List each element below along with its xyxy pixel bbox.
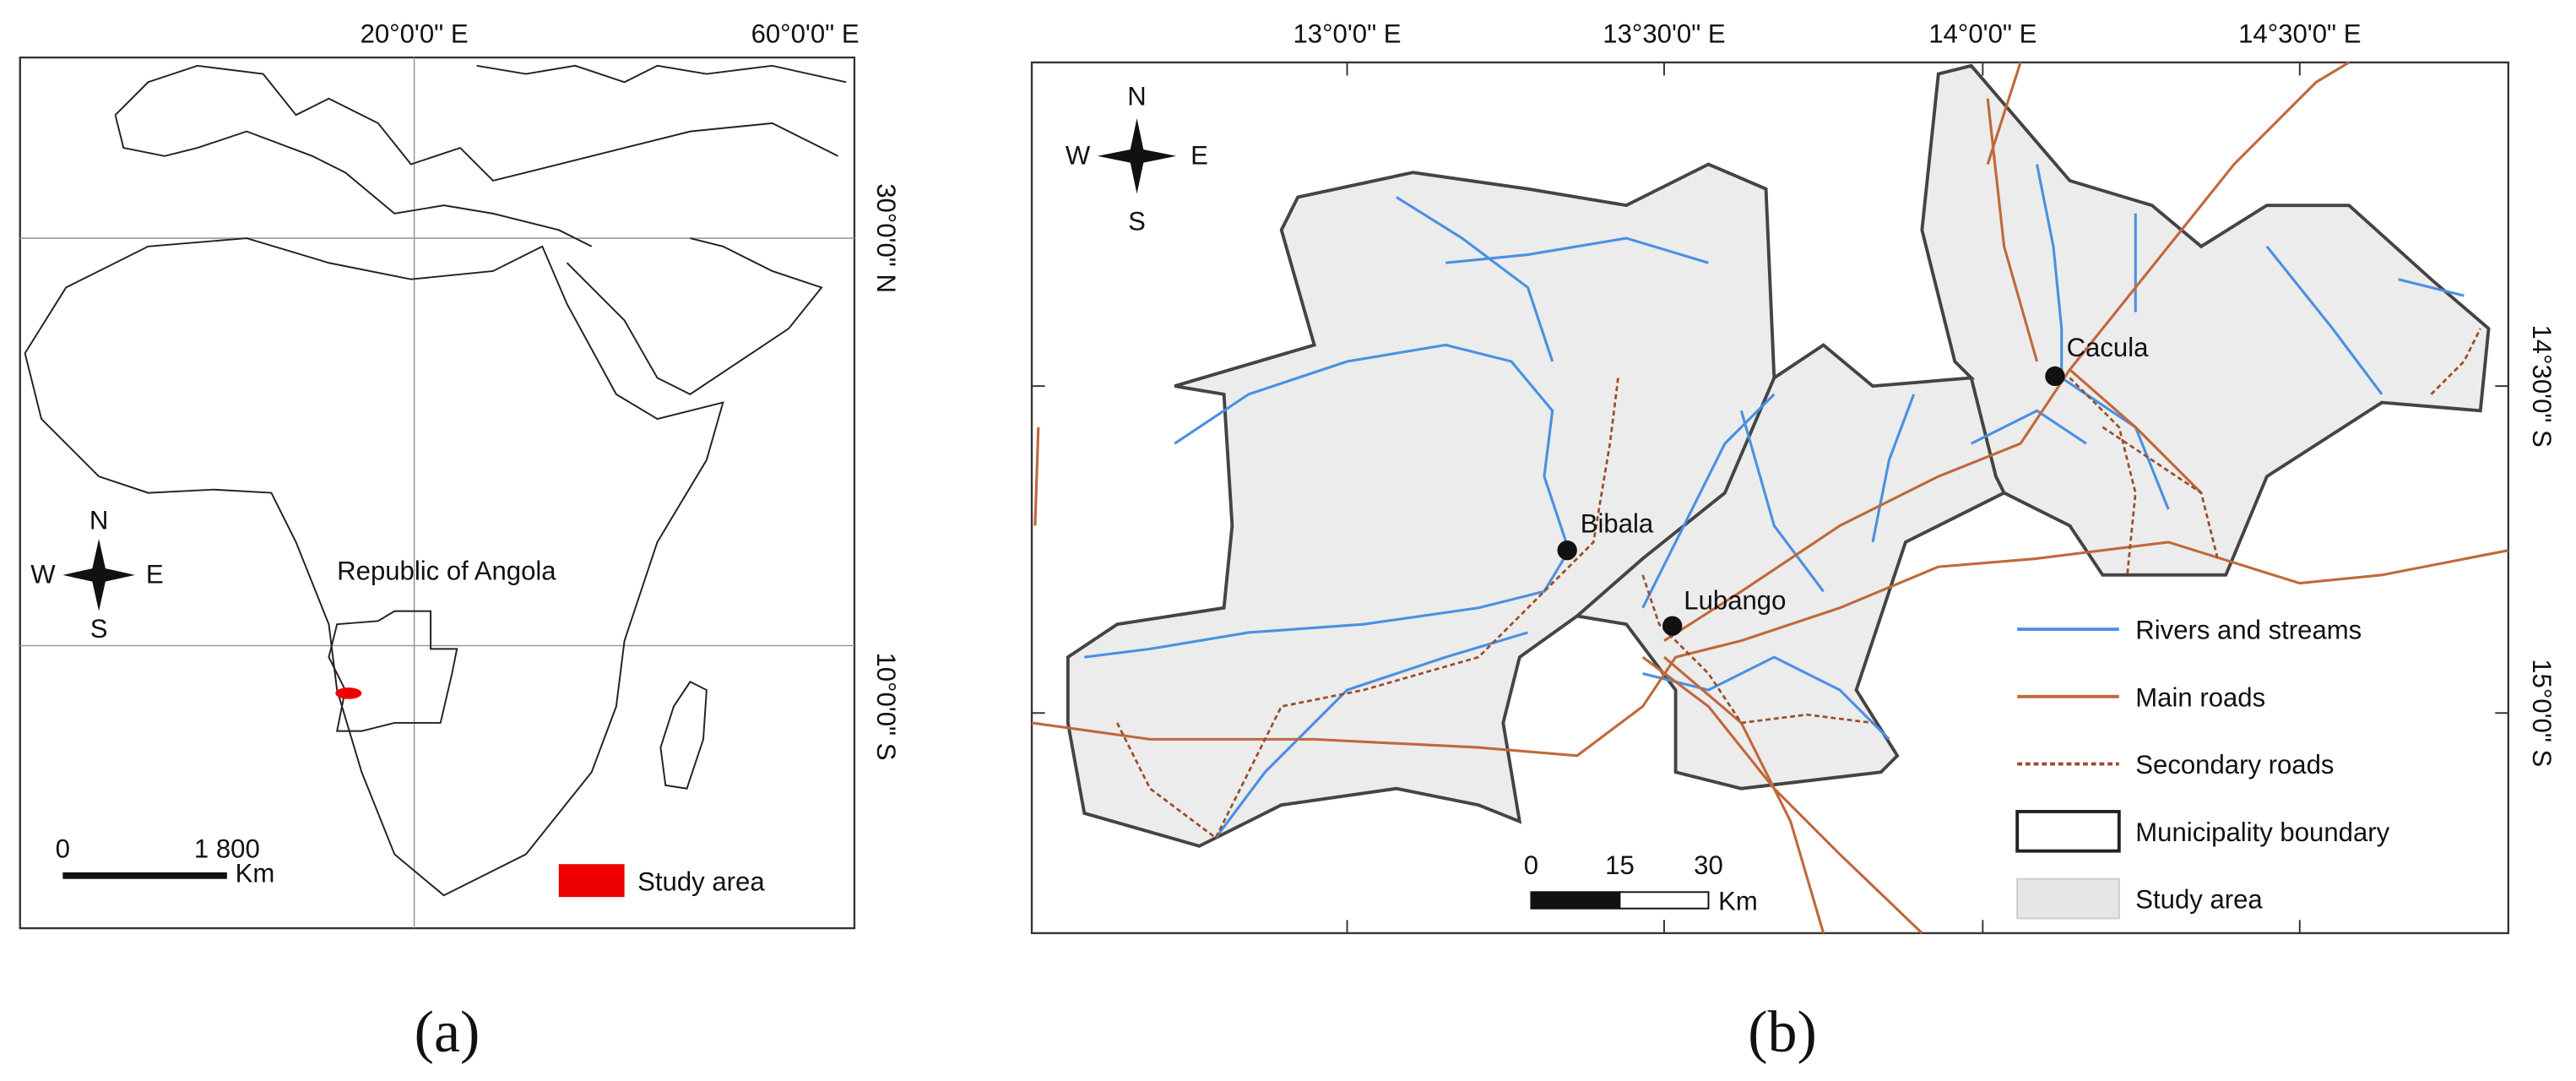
compass-n: N (89, 505, 108, 535)
lon-label: 14°30'0" E (2238, 19, 2361, 49)
ticks (1032, 62, 2508, 933)
compass: N W E S (30, 505, 163, 643)
country-label: Republic of Angola (337, 557, 556, 586)
compass-e: E (146, 560, 164, 589)
town-dot (2045, 366, 2065, 387)
compass-rose (1097, 118, 1177, 194)
scale-label: 0 (1524, 850, 1538, 880)
scale-label: 1 800 (194, 834, 260, 863)
legend-label: Municipality boundary (2135, 818, 2389, 847)
compass-s: S (1128, 206, 1146, 236)
compass-w: W (1066, 141, 1091, 171)
caption: (b) (1748, 1000, 1817, 1065)
legend-label: Study area (637, 866, 765, 896)
legend-label: Main roads (2135, 682, 2265, 712)
compass-e: E (1190, 141, 1208, 171)
scale-bar (1530, 891, 1621, 910)
arabia-coast (566, 237, 823, 395)
scale-label: 0 (56, 834, 70, 863)
lon-label: 14°0'0" E (1928, 19, 2036, 49)
lat-label: 15°0'0" S (2527, 659, 2557, 767)
town-dot (1662, 616, 1683, 636)
scale-bar (62, 872, 227, 879)
compass-w: W (30, 560, 56, 589)
legend-swatch (558, 864, 625, 898)
lat-label: 30°0'0" N (871, 183, 901, 293)
lat-label: 10°0'0" S (871, 652, 901, 760)
river (1084, 164, 2465, 839)
town-label: Cacula (2067, 333, 2150, 362)
compass: N W E S (1066, 81, 1208, 236)
lat-label: 14°30'0" S (2527, 324, 2557, 447)
scale-label: 30 (1694, 850, 1723, 880)
study-area-mark (335, 687, 362, 699)
compass-s: S (90, 614, 108, 644)
scale-bar (1619, 891, 1710, 910)
europe-coast (114, 64, 847, 247)
legend-swatch (2016, 877, 2120, 920)
caption: (a) (415, 1000, 480, 1065)
lon-label: 13°30'0" E (1603, 19, 1725, 49)
town-dot (1557, 540, 1577, 561)
lon-label: 60°0'0" E (751, 19, 860, 49)
madagascar (659, 681, 708, 790)
town-label: Bibala (1581, 508, 1654, 538)
africa-coast (24, 237, 724, 897)
lon-label: 20°0'0" E (361, 19, 469, 49)
panel-b: 13°0'0" E 13°30'0" E 14°0'0" E 14°30'0" … (1030, 19, 2557, 1065)
legend-swatch (2015, 810, 2121, 853)
town-label: Lubango (1684, 586, 1786, 616)
legend-label: Study area (2135, 885, 2263, 915)
panel-a: 20°0'0" E 60°0'0" E 30°0'0" N 10°0'0" S … (19, 19, 901, 1065)
scale-unit: Km (1718, 887, 1758, 916)
scale-unit: Km (236, 859, 275, 888)
legend-label: Secondary roads (2135, 750, 2334, 780)
secondary-road (1115, 328, 2481, 840)
compass-n: N (1127, 81, 1146, 111)
legend: Rivers and streams Main roads Secondary … (2015, 616, 2390, 920)
lon-label: 13°0'0" E (1293, 19, 1402, 49)
legend-label: Rivers and streams (2135, 616, 2362, 645)
compass-rose (62, 539, 135, 611)
scale-label: 15 (1605, 850, 1635, 880)
study-area (1066, 63, 2491, 848)
frame (19, 56, 856, 930)
main-road (1031, 61, 2509, 935)
